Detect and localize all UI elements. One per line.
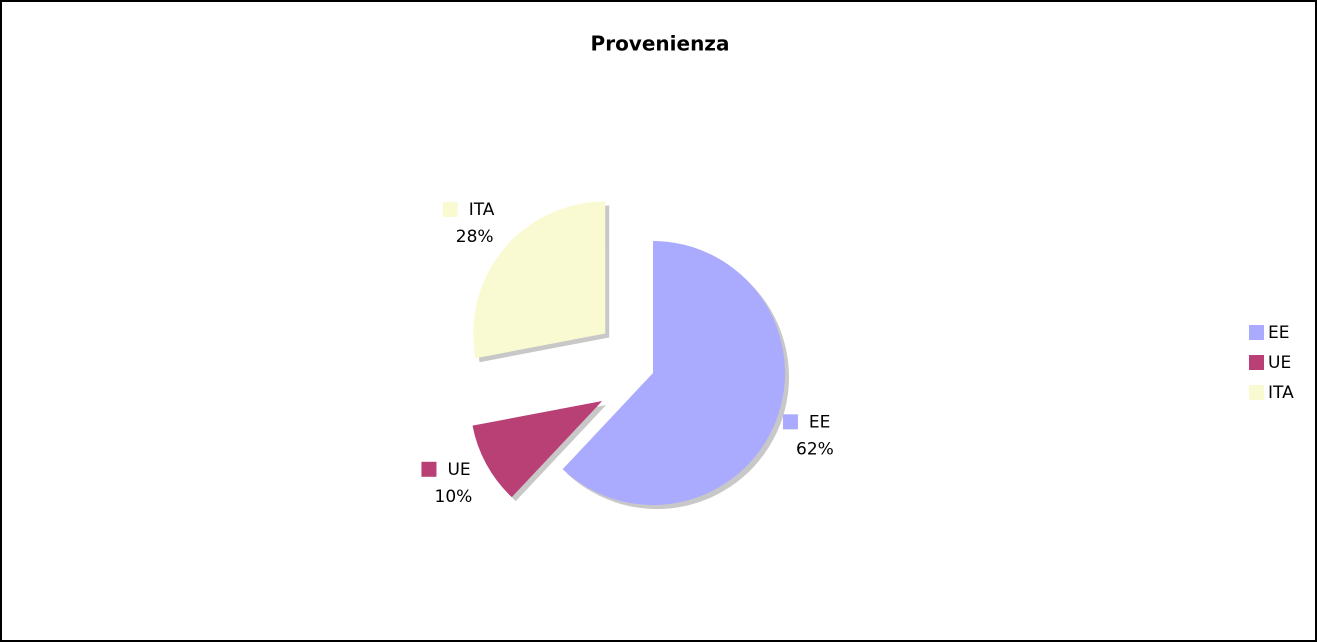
legend-swatch (1249, 325, 1264, 340)
value-label: 28% (456, 227, 494, 247)
slice (472, 400, 603, 498)
label-swatch (442, 201, 458, 217)
slice (473, 201, 606, 359)
chart-title: Provenienza (591, 32, 730, 56)
legend-label: ITA (1268, 383, 1294, 403)
value-label: 62% (796, 439, 834, 459)
label-swatch (782, 414, 798, 430)
slice-label: ITA (469, 200, 495, 220)
legend-swatch (1249, 355, 1264, 370)
value-label: 10% (435, 487, 473, 507)
slice (562, 241, 785, 505)
slice-label: UE (447, 460, 470, 480)
legend-label: EE (1268, 323, 1289, 343)
legend-swatch (1249, 385, 1264, 400)
slice-label: EE (809, 412, 830, 432)
label-swatch (421, 461, 437, 477)
legend-label: UE (1268, 353, 1291, 373)
